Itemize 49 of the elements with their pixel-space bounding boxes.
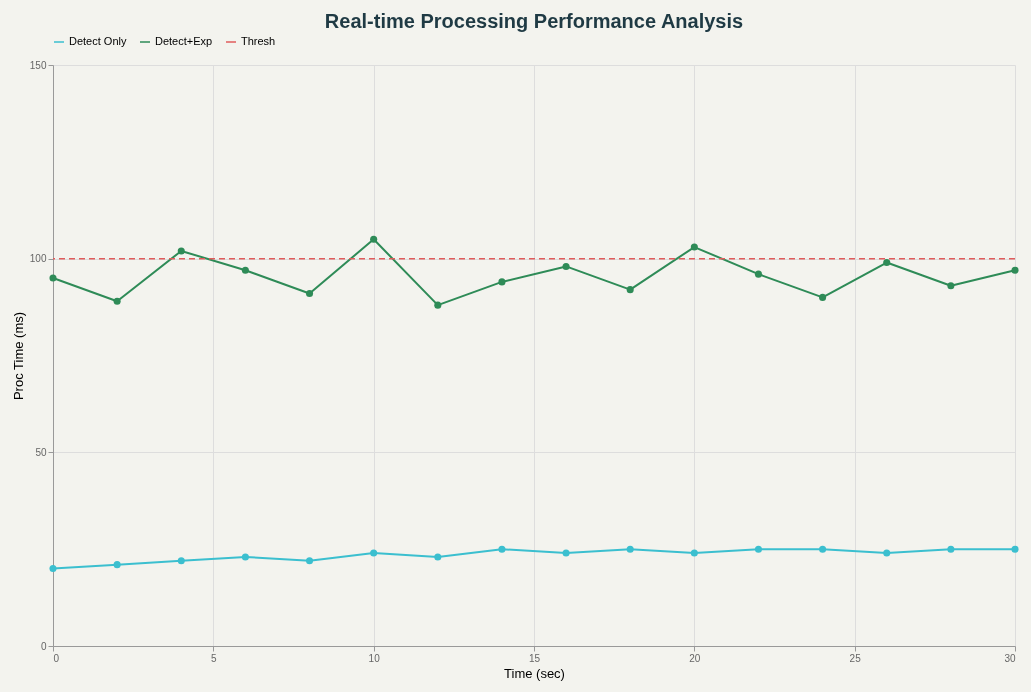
- point: [819, 293, 827, 301]
- point: [49, 274, 57, 282]
- x-tick-label: 10: [368, 652, 381, 664]
- x-tick-label: 0: [53, 652, 60, 664]
- y-axis-title: Proc Time (ms): [10, 311, 26, 401]
- legend-label: Detect Only: [69, 35, 127, 47]
- point: [883, 549, 891, 557]
- y-tick-label: 50: [35, 446, 47, 458]
- point: [241, 553, 249, 561]
- point: [113, 297, 121, 305]
- chart-title: Real-time Processing Performance Analysis: [324, 10, 744, 32]
- point: [434, 301, 442, 309]
- point: [626, 286, 634, 294]
- y-tick-label: 100: [29, 253, 47, 265]
- point: [434, 553, 442, 561]
- point: [370, 549, 378, 557]
- point: [370, 235, 378, 243]
- legend-label: Detect+Exp: [155, 35, 213, 47]
- point: [306, 557, 314, 565]
- x-tick-label: 30: [1004, 652, 1016, 664]
- x-tick-label: 15: [528, 652, 541, 664]
- point: [626, 545, 634, 553]
- point: [1011, 266, 1019, 274]
- point: [883, 259, 891, 267]
- legend-label: Thresh: [241, 35, 276, 47]
- y-tick-label: 150: [29, 59, 47, 71]
- point: [49, 565, 57, 573]
- point: [690, 243, 698, 251]
- x-tick-label: 25: [849, 652, 862, 664]
- point: [690, 549, 698, 557]
- y-tick-label: 0: [40, 640, 47, 652]
- point: [754, 270, 762, 278]
- x-axis-title: Time (sec): [504, 665, 565, 681]
- point: [562, 262, 570, 270]
- x-tick-label: 20: [689, 652, 701, 664]
- point: [947, 545, 955, 553]
- point: [819, 545, 827, 553]
- point: [562, 549, 570, 557]
- point: [241, 266, 249, 274]
- point: [113, 561, 121, 569]
- point: [498, 545, 506, 553]
- point: [177, 247, 185, 255]
- point: [1011, 545, 1019, 553]
- point: [498, 278, 506, 286]
- point: [177, 557, 185, 565]
- point: [306, 290, 314, 298]
- point: [754, 545, 762, 553]
- x-tick-label: 5: [211, 652, 218, 664]
- point: [947, 282, 955, 290]
